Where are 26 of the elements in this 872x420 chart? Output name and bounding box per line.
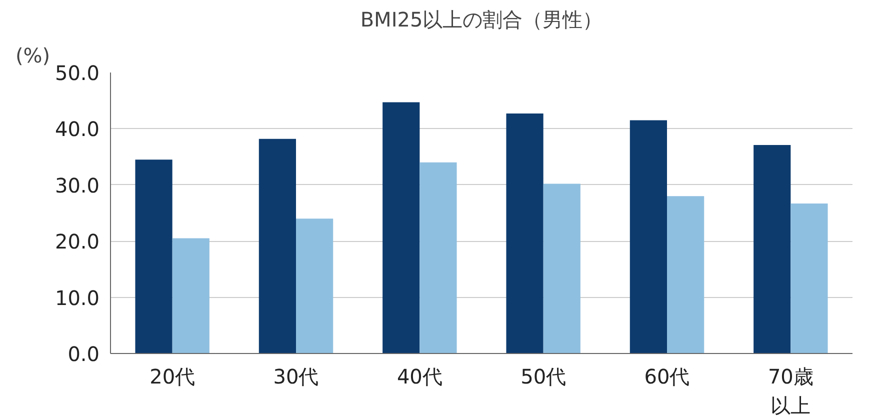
x-tick-label: 60代 xyxy=(644,364,690,388)
bar xyxy=(420,162,457,354)
x-tick-label: 70歳以上 xyxy=(768,364,814,418)
x-tick-label: 50代 xyxy=(520,364,566,388)
bar xyxy=(135,160,172,354)
chart-title: BMI25以上の割合（男性） xyxy=(360,8,603,32)
x-tick-label: 30代 xyxy=(273,364,319,388)
bar xyxy=(172,238,210,354)
y-axis-title: (%) xyxy=(16,44,50,68)
bar xyxy=(790,203,828,354)
bar xyxy=(667,196,704,354)
x-tick-label: 40代 xyxy=(396,364,442,388)
x-tick-label: 20代 xyxy=(150,364,196,388)
y-tick-label: 40.0 xyxy=(54,117,100,142)
bar xyxy=(382,102,420,354)
y-tick-label: 10.0 xyxy=(54,286,100,310)
bar xyxy=(258,138,296,354)
y-tick-label: 20.0 xyxy=(54,230,100,254)
bar xyxy=(543,184,580,354)
bar xyxy=(630,120,667,354)
y-tick-label: 50.0 xyxy=(54,61,100,85)
y-tick-label: 0.0 xyxy=(68,342,100,366)
bar xyxy=(506,114,544,354)
bar xyxy=(296,218,334,354)
y-tick-label: 30.0 xyxy=(54,173,100,198)
bar xyxy=(754,145,791,354)
